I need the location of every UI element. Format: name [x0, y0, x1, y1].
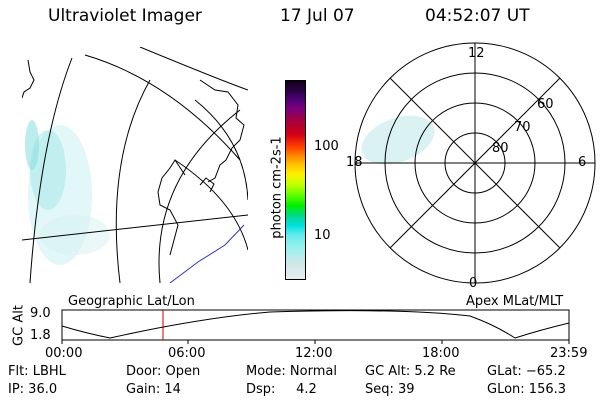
mlt-label-12: 12	[468, 46, 485, 61]
instrument-title: Ultraviolet Imager	[48, 6, 202, 26]
date-label: 17 Jul 07	[280, 6, 355, 26]
altitude-x-tick-2359: 23:59	[550, 346, 588, 361]
colorbar-tick-100: 100	[314, 139, 339, 154]
altitude-y-tick-max: 9.0	[30, 306, 51, 321]
mlt-label-6: 6	[578, 155, 587, 170]
apex-panel-title: Apex MLat/MLT	[466, 294, 564, 309]
altitude-y-tick-min: 1.8	[30, 328, 51, 343]
altitude-x-tick-1800: 18:00	[422, 346, 460, 361]
info-glon: GLon: 156.3	[487, 382, 567, 397]
geographic-panel-title: Geographic Lat/Lon	[68, 294, 195, 309]
polar-diagonal-b	[389, 77, 561, 249]
geographic-map	[22, 47, 248, 283]
lat-label-70: 70	[514, 120, 531, 135]
intensity-colorbar	[285, 80, 306, 280]
info-filter: Flt: LBHL	[8, 364, 66, 379]
altitude-frame	[61, 309, 570, 341]
lat-label-80: 80	[492, 141, 509, 156]
info-dsp: Dsp: 4.2	[246, 382, 317, 397]
map-aurora-emission	[25, 120, 110, 265]
altitude-curve	[61, 310, 570, 339]
mlt-label-18: 18	[346, 155, 363, 170]
mlt-label-0: 0	[469, 276, 478, 291]
lat-label-60: 60	[537, 97, 554, 112]
info-glat: GLat: −65.2	[487, 364, 566, 379]
info-gain: Gain: 14	[126, 382, 181, 397]
info-gc-alt: GC Alt: 5.2 Re	[365, 364, 456, 379]
coastlines	[22, 59, 245, 256]
info-ip: IP: 36.0	[8, 382, 58, 397]
map-grid-lines	[22, 47, 248, 283]
info-door: Door: Open	[126, 364, 201, 379]
info-mode: Mode: Normal	[246, 364, 337, 379]
polar-plot	[354, 42, 596, 284]
colorbar-unit-label: photon cm-2s-1	[269, 136, 285, 239]
altitude-panel	[61, 309, 570, 344]
colorbar-tick-10: 10	[314, 228, 331, 243]
time-label: 04:52:07 UT	[425, 6, 530, 26]
altitude-x-tick-0000: 00:00	[45, 346, 83, 361]
altitude-x-tick-0600: 06:00	[168, 346, 206, 361]
altitude-x-ticks	[61, 340, 570, 344]
info-seq: Seq: 39	[365, 382, 415, 397]
satellite-track	[169, 224, 245, 283]
altitude-x-tick-1200: 12:00	[295, 346, 333, 361]
altitude-y-label: GC Alt	[11, 305, 27, 346]
